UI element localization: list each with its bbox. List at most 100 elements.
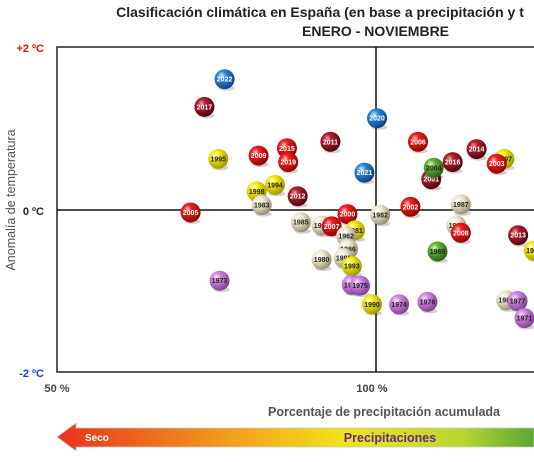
point-label: 2019 bbox=[280, 160, 296, 167]
point-marker bbox=[389, 294, 410, 315]
chart-title: Clasificación climática en España (en ba… bbox=[116, 4, 524, 20]
data-point-1994: 1994 bbox=[264, 174, 285, 197]
point-label: 2001 bbox=[423, 177, 439, 184]
point-marker bbox=[486, 153, 507, 174]
point-marker bbox=[442, 152, 463, 173]
point-label: 1983 bbox=[254, 203, 270, 210]
data-point-2020: 2020 bbox=[367, 108, 388, 130]
data-point-2012: 2012 bbox=[287, 186, 308, 208]
point-label: 1990 bbox=[364, 302, 380, 309]
point-marker bbox=[407, 131, 428, 152]
point-label: 1982 bbox=[372, 212, 388, 219]
data-point-2019: 2019 bbox=[278, 152, 299, 174]
data-point-1973: 1973 bbox=[209, 270, 230, 293]
point-label: 2005 bbox=[183, 210, 199, 217]
data-points: 2022 2017 2020 2011 2006 2014 2015 1995 2009 2019… bbox=[180, 69, 534, 330]
point-label: 2011 bbox=[323, 139, 338, 146]
point-label: 1989 bbox=[498, 298, 514, 305]
point-marker bbox=[209, 270, 230, 291]
data-point-2006: 2006 bbox=[407, 131, 428, 154]
point-marker bbox=[214, 69, 235, 90]
point-marker bbox=[362, 294, 382, 315]
point-label: 1994 bbox=[267, 182, 283, 189]
point-marker bbox=[507, 291, 528, 311]
point-marker bbox=[321, 216, 342, 237]
y-tick-label: -2 ºC bbox=[19, 368, 44, 380]
point-label: 2003 bbox=[489, 161, 505, 168]
point-label: 2012 bbox=[290, 194, 306, 201]
point-label: 1980 bbox=[314, 257, 330, 264]
point-marker bbox=[417, 291, 438, 312]
point-marker bbox=[311, 249, 332, 270]
point-marker bbox=[341, 256, 362, 277]
x-tick-label: 50 % bbox=[44, 383, 69, 395]
point-label: 2022 bbox=[217, 77, 233, 84]
point-label: 1977 bbox=[510, 299, 526, 306]
data-point-2021: 2021 bbox=[354, 162, 375, 185]
point-marker bbox=[194, 96, 215, 117]
point-marker bbox=[354, 162, 375, 183]
point-label: 1976 bbox=[420, 299, 436, 306]
point-label: 2004 bbox=[426, 165, 442, 172]
point-marker bbox=[450, 194, 471, 215]
data-point-1990: 1990 bbox=[362, 294, 382, 316]
point-label: 1985 bbox=[293, 220, 309, 227]
data-point-1980: 1980 bbox=[311, 249, 332, 272]
data-point-1987: 1987 bbox=[450, 194, 471, 216]
point-label: 2000 bbox=[340, 212, 356, 219]
data-point-1974: 1974 bbox=[389, 294, 410, 316]
point-label: 1998 bbox=[249, 189, 265, 196]
point-label: 2002 bbox=[403, 204, 419, 211]
y-tick-label: 0 ºC bbox=[23, 206, 44, 218]
data-point-2002: 2002 bbox=[400, 196, 421, 219]
point-marker bbox=[290, 212, 311, 233]
point-marker bbox=[350, 275, 371, 296]
point-label: 1962 bbox=[338, 234, 354, 241]
data-point-2008: 2008 bbox=[450, 222, 471, 245]
point-label: 2007 bbox=[324, 224, 340, 231]
point-marker bbox=[370, 204, 391, 225]
data-point-1985: 1985 bbox=[290, 212, 311, 234]
point-marker bbox=[278, 152, 299, 173]
point-label: 2013 bbox=[510, 233, 526, 240]
y-tick-label: +2 ºC bbox=[16, 43, 44, 55]
data-point-2011: 2011 bbox=[320, 131, 341, 154]
point-marker bbox=[264, 174, 285, 195]
data-point-2017: 2017 bbox=[194, 96, 215, 119]
point-marker bbox=[423, 157, 444, 178]
point-label: 1971 bbox=[517, 316, 533, 323]
point-label: 2021 bbox=[357, 170, 373, 177]
data-point-2022: 2022 bbox=[214, 69, 235, 91]
data-point-2016: 2016 bbox=[442, 152, 463, 174]
point-marker bbox=[508, 225, 529, 246]
point-marker bbox=[400, 196, 421, 217]
data-point-1975: 1975 bbox=[350, 275, 371, 298]
x-tick-label: 100 % bbox=[356, 383, 387, 395]
point-marker bbox=[320, 131, 341, 152]
point-marker bbox=[248, 145, 269, 166]
point-marker bbox=[180, 202, 201, 223]
data-point-1971: 1971 bbox=[514, 308, 534, 330]
data-point-1976: 1976 bbox=[417, 291, 438, 314]
point-label: 2016 bbox=[445, 160, 461, 167]
data-point-1983: 1983 bbox=[251, 195, 272, 217]
data-point-2009: 2009 bbox=[248, 145, 269, 168]
point-label: 1993 bbox=[344, 264, 360, 271]
data-point-1996: 1996 bbox=[523, 240, 534, 263]
point-label: 1974 bbox=[391, 302, 407, 309]
point-label: 1975 bbox=[352, 283, 368, 290]
point-label: 2020 bbox=[369, 116, 385, 123]
point-label: 2006 bbox=[410, 139, 426, 146]
precipitation-label: Precipitaciones bbox=[344, 431, 436, 445]
data-point-2013: 2013 bbox=[508, 225, 529, 247]
precipitation-arrow bbox=[56, 422, 534, 452]
point-marker bbox=[287, 186, 308, 207]
point-marker bbox=[450, 222, 471, 243]
point-label: 1987 bbox=[453, 202, 469, 209]
point-label: 1969 bbox=[430, 249, 446, 256]
data-point-2014: 2014 bbox=[466, 139, 487, 161]
data-point-1969: 1969 bbox=[427, 241, 448, 263]
point-label: 2017 bbox=[197, 104, 213, 111]
